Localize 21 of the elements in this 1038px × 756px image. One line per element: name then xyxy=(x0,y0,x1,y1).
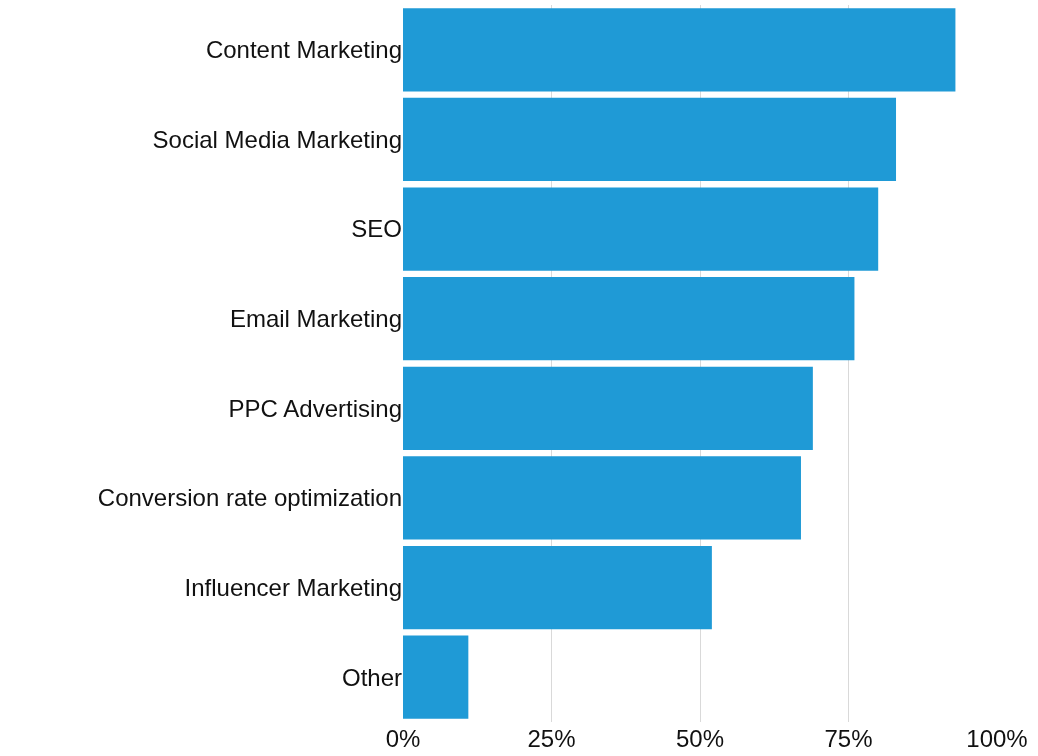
x-tick-label: 75% xyxy=(824,725,873,752)
bar xyxy=(403,8,956,92)
y-tick-label: SEO xyxy=(351,215,402,243)
y-tick-label: Content Marketing xyxy=(205,36,402,64)
x-tick-label: 100% xyxy=(966,725,1028,752)
y-tick-label: Email Marketing xyxy=(229,305,402,333)
bar xyxy=(403,366,813,450)
x-tick-label: 25% xyxy=(527,725,576,752)
y-tick-label: PPC Advertising xyxy=(228,394,402,422)
y-tick-label: Influencer Marketing xyxy=(184,573,402,601)
bar xyxy=(403,635,469,719)
y-tick-label: Social Media Marketing xyxy=(152,125,402,153)
x-tick-label: 50% xyxy=(675,725,725,752)
y-tick-label: Conversion rate optimization xyxy=(97,484,402,512)
bar xyxy=(403,277,855,361)
x-tick-label: 0% xyxy=(385,725,421,752)
y-tick-label: Other xyxy=(341,663,402,691)
bar xyxy=(403,97,897,182)
bar xyxy=(403,456,801,540)
bar xyxy=(403,187,879,271)
bar xyxy=(403,545,712,630)
